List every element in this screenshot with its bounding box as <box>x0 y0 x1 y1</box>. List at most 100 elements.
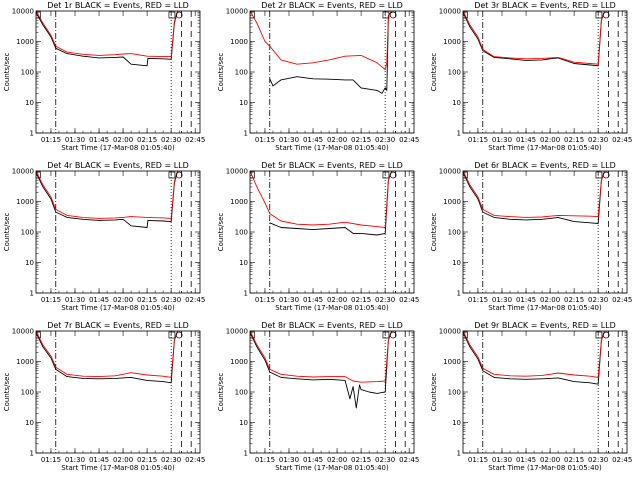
x-tick-label: 01:30 <box>65 136 85 144</box>
plot-frame <box>35 170 201 294</box>
detector-panel: Det 6r BLACK = Events, RED = LLD 1 10 100 10… <box>430 161 632 312</box>
plot-area <box>463 11 619 133</box>
y-axis-title: Counts/sec <box>430 373 438 412</box>
detector-panel: Det 5r BLACK = Events, RED = LLD 1 10 100 10… <box>217 161 419 312</box>
x-tick-label: 02:00 <box>327 136 347 144</box>
y-tick-label: 100 <box>448 69 461 77</box>
square-marker <box>168 331 176 339</box>
detector-panel: Det 3r BLACK = Events, RED = LLD 1 10 100 10… <box>430 1 632 152</box>
plot-frame <box>249 170 415 294</box>
square-marker <box>463 11 468 19</box>
panel-title: Det 5r BLACK = Events, RED = LLD <box>261 161 403 170</box>
y-tick-label: 10 <box>25 419 34 427</box>
events-rate-line <box>250 331 393 409</box>
x-tick-label: 01:15 <box>468 456 488 464</box>
y-tick-label: 1000 <box>443 198 461 206</box>
square-marker <box>595 331 603 339</box>
y-tick-label: 10000 <box>226 328 248 336</box>
x-axis-title: Start Time (17-Mar-08 01:05:40) <box>488 144 602 152</box>
events-rate-line <box>463 11 606 67</box>
y-tick-label: 100 <box>235 69 248 77</box>
panel-title: Det 3r BLACK = Events, RED = LLD <box>474 1 616 10</box>
y-tick-label: 10000 <box>226 168 248 176</box>
x-tick-label: 01:30 <box>492 296 512 304</box>
detector-panel: Det 8r BLACK = Events, RED = LLD 1 10 100 10… <box>217 321 419 472</box>
detector-panel: Det 7r BLACK = Events, RED = LLD 1 10 100 10… <box>3 321 205 472</box>
lld-rate-line <box>250 11 392 71</box>
panel-title: Det 1r BLACK = Events, RED = LLD <box>47 1 189 10</box>
x-tick-label: 01:15 <box>255 296 275 304</box>
y-tick-label: 100 <box>448 229 461 237</box>
plot-area <box>36 11 192 133</box>
panel-title: Det 2r BLACK = Events, RED = LLD <box>261 1 403 10</box>
y-tick-label: 100 <box>21 69 34 77</box>
x-tick-label: 02:00 <box>327 296 347 304</box>
square-marker <box>595 171 603 179</box>
y-tick-label: 1 <box>457 290 461 298</box>
square-marker <box>168 171 176 179</box>
x-axis-title: Start Time (17-Mar-08 01:05:40) <box>488 304 602 312</box>
events-rate-line <box>36 331 179 384</box>
panel-title: Det 8r BLACK = Events, RED = LLD <box>261 321 403 330</box>
y-tick-label: 1 <box>30 290 34 298</box>
plot-frame <box>462 170 628 294</box>
y-tick-label: 1 <box>244 450 248 458</box>
y-tick-label: 1000 <box>230 38 248 46</box>
y-axis-title: Counts/sec <box>217 213 225 252</box>
x-axis-title: Start Time (17-Mar-08 01:05:40) <box>488 464 602 472</box>
circle-marker <box>389 331 397 339</box>
x-tick-label: 01:45 <box>89 296 109 304</box>
x-tick-label: 01:15 <box>255 456 275 464</box>
lld-rate-line <box>250 171 393 228</box>
x-tick-label: 01:15 <box>468 136 488 144</box>
plot-frame <box>249 330 415 454</box>
y-tick-label: 1 <box>244 290 248 298</box>
y-tick-label: 10000 <box>226 8 248 16</box>
y-tick-label: 10 <box>239 419 248 427</box>
y-tick-label: 1 <box>244 130 248 138</box>
x-tick-label: 02:45 <box>612 296 632 304</box>
x-tick-label: 01:30 <box>279 456 299 464</box>
plot-area <box>36 171 192 293</box>
y-axis-title: Counts/sec <box>217 373 225 412</box>
x-tick-label: 02:15 <box>351 296 371 304</box>
y-axis-title: Counts/sec <box>217 53 225 92</box>
y-tick-label: 1000 <box>443 38 461 46</box>
x-tick-label: 02:45 <box>185 456 205 464</box>
y-tick-label: 100 <box>235 229 248 237</box>
y-tick-label: 10000 <box>12 8 34 16</box>
detector-panel: Det 2r BLACK = Events, RED = LLD 1 10 100 10… <box>217 1 419 152</box>
x-axis-title: Start Time (17-Mar-08 01:05:40) <box>275 464 389 472</box>
plot-frame <box>249 10 415 134</box>
y-tick-label: 10000 <box>12 328 34 336</box>
circle-marker <box>175 11 183 19</box>
detector-panel: Det 4r BLACK = Events, RED = LLD 1 10 100 10… <box>3 161 205 312</box>
y-axis-title: Counts/sec <box>430 213 438 252</box>
plot-area <box>36 331 192 453</box>
x-tick-label: 01:15 <box>468 296 488 304</box>
plot-area <box>463 171 619 293</box>
panel-title: Det 9r BLACK = Events, RED = LLD <box>474 321 616 330</box>
x-tick-label: 02:00 <box>540 136 560 144</box>
x-tick-label: 02:45 <box>612 456 632 464</box>
lld-rate-line <box>36 11 179 58</box>
x-tick-label: 01:15 <box>41 296 61 304</box>
events-rate-line <box>269 171 393 236</box>
panel-title: Det 6r BLACK = Events, RED = LLD <box>474 161 616 170</box>
x-tick-label: 02:00 <box>327 456 347 464</box>
y-tick-label: 10 <box>239 259 248 267</box>
x-tick-label: 01:15 <box>41 136 61 144</box>
x-tick-label: 02:15 <box>137 296 157 304</box>
y-tick-label: 10 <box>25 259 34 267</box>
events-rate-line <box>36 11 179 67</box>
square-marker <box>36 171 41 179</box>
square-marker <box>36 11 41 19</box>
x-tick-label: 01:30 <box>65 296 85 304</box>
x-tick-label: 02:45 <box>185 136 205 144</box>
plot-area <box>463 331 619 453</box>
circle-marker <box>602 171 610 179</box>
x-tick-label: 02:45 <box>399 296 419 304</box>
x-tick-label: 01:45 <box>516 296 536 304</box>
y-tick-label: 100 <box>235 389 248 397</box>
x-tick-label: 01:45 <box>303 456 323 464</box>
